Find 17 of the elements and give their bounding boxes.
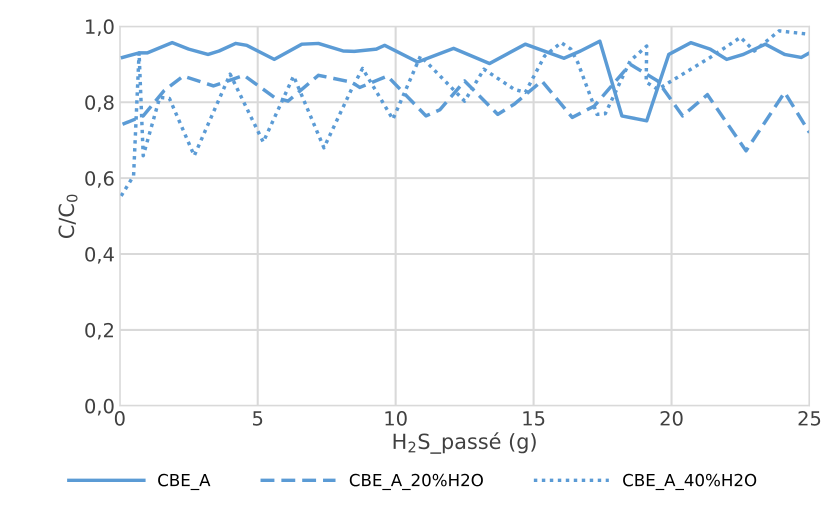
y-tick-label: 1,0	[86, 19, 114, 36]
y-axis-title: C/C$_{0}$	[58, 194, 78, 238]
x-tick-label: 20	[660, 410, 683, 426]
x-tick-label: 10	[385, 410, 407, 426]
legend-label: CBE_A_40%H2O	[623, 474, 756, 490]
x-tick-label: 15	[523, 411, 544, 426]
x-axis-title: H$_{2}$S_passé (g)	[394, 432, 536, 454]
y-tick-label: 0,4	[85, 246, 114, 264]
y-tick-label: 0,2	[85, 322, 113, 340]
y-tick-label: 0,0	[85, 398, 114, 416]
x-tick-label: 5	[253, 411, 262, 426]
x-tick-label: 0	[114, 410, 125, 426]
y-tick-label: 0,8	[85, 95, 114, 112]
x-tick-label: 25	[798, 410, 820, 426]
legend-label: CBE_A_20%H2O	[350, 474, 483, 490]
y-tick-label: 0,6	[85, 171, 114, 188]
legend-label: CBE_A	[158, 474, 210, 490]
